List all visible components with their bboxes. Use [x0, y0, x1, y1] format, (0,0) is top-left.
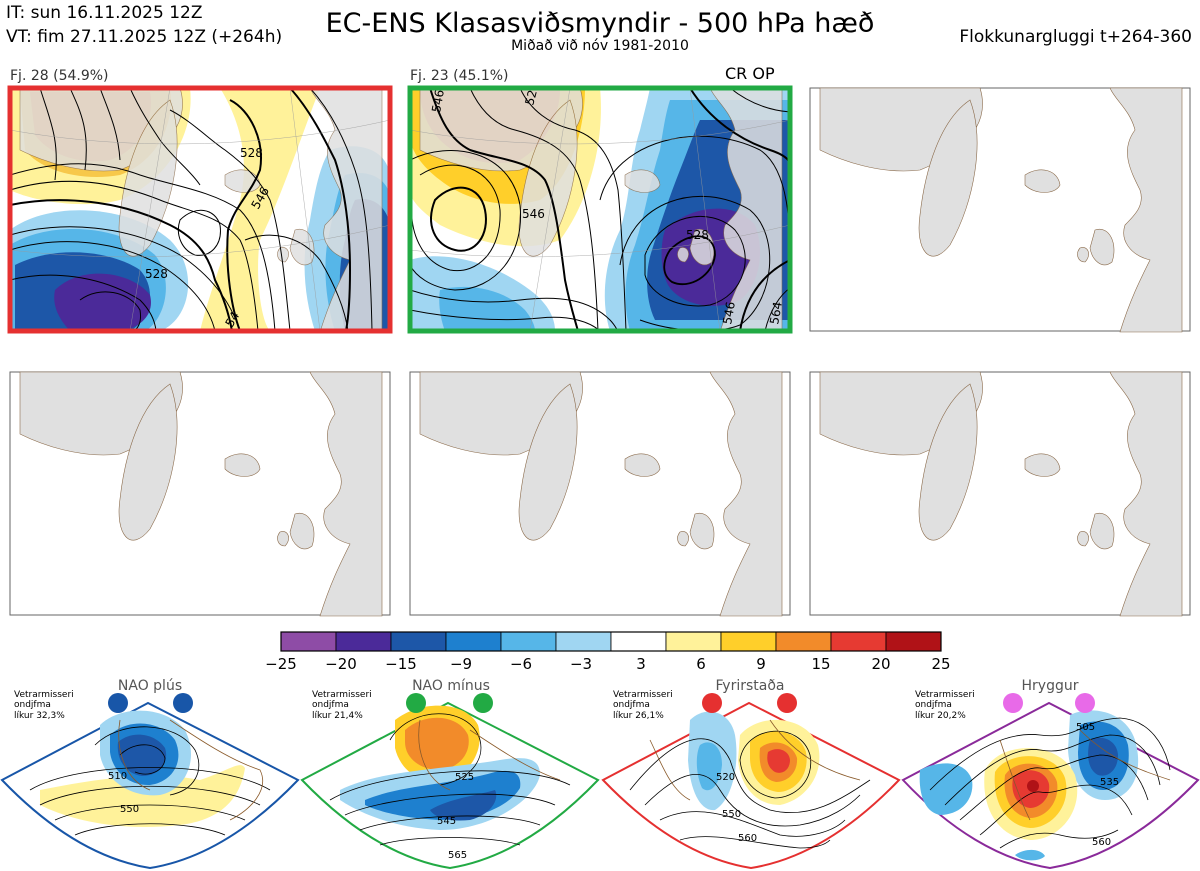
geopotential-contours — [10, 88, 373, 331]
contour-label: 510 — [108, 771, 127, 782]
regime-marker-dot — [173, 693, 193, 713]
regime-ridge: 505 535 560 Hryggur Vetrarmisseri ondjfm… — [901, 678, 1200, 870]
cluster-label: Fj. 23 (45.1%) — [410, 68, 509, 84]
contour-label: 525 — [455, 772, 474, 783]
regime-months: ondjfma — [915, 700, 952, 710]
regime-marker-dot — [1003, 693, 1023, 713]
contour-label: 546 — [429, 89, 447, 114]
contour-label: 54 — [222, 309, 242, 329]
page-title: EC-ENS Klasasviðsmyndir - 500 hPa hæð — [325, 8, 875, 39]
regime-months: ondjfma — [14, 700, 51, 710]
cluster-border — [7, 85, 393, 334]
cluster-border — [407, 85, 793, 334]
contour-label: 550 — [722, 809, 741, 820]
regime-months: ondjfma — [312, 700, 349, 710]
regime-season: Vetrarmisseri — [312, 690, 372, 700]
regime-marker-dot — [473, 693, 493, 713]
regime-nao-plus: 510 550 NAO plús Vetrarmisseri ondjfma l… — [0, 678, 300, 870]
contour-label: 520 — [716, 772, 735, 783]
valid-time: VT: fim 27.11.2025 12Z (+264h) — [6, 27, 283, 47]
regime-probability: líkur 26,1% — [613, 711, 664, 721]
regime-probability: líkur 21,4% — [312, 711, 363, 721]
regime-marker-dot — [702, 693, 722, 713]
regime-probability: líkur 20,2% — [915, 711, 966, 721]
contour-label: 535 — [1100, 777, 1119, 788]
issue-time: IT: sun 16.11.2025 12Z — [6, 3, 203, 23]
empty-panel — [9, 371, 391, 617]
regime-blocking: 520 550 560 Fyrirstaða Vetrarmisseri ond… — [601, 678, 901, 870]
regime-marker-dot — [406, 693, 426, 713]
regime-marker-dot — [1075, 693, 1095, 713]
cluster-panel-1: 528 546 528 54 Fj. 28 (54.9%) — [7, 68, 393, 334]
contour-label: 545 — [437, 816, 456, 827]
contour-label: 550 — [120, 804, 139, 815]
regime-nao-minus: 525 545 565 NAO mínus Vetrarmisseri ondj… — [300, 678, 600, 870]
empty-panel — [809, 371, 1191, 617]
cr-op-tag: CR OP — [725, 64, 775, 83]
page-subtitle: Miðað við nóv 1981-2010 — [511, 38, 689, 54]
regime-marker-dot — [777, 693, 797, 713]
regime-season: Vetrarmisseri — [915, 690, 975, 700]
contour-label: 505 — [1076, 722, 1095, 733]
contour-label: 528 — [686, 228, 709, 242]
contour-label: 560 — [738, 833, 757, 844]
contour-label: 528 — [145, 267, 168, 281]
empty-panel — [809, 87, 1191, 333]
contour-label: 564 — [767, 301, 785, 326]
contour-label: 528 — [240, 146, 263, 160]
regime-season: Vetrarmisseri — [14, 690, 74, 700]
regime-probability: líkur 32,3% — [14, 711, 65, 721]
cluster-panel-2: 546 528 546 528 546 564 Fj. 23 (45.1%) C… — [407, 64, 793, 334]
regime-name: NAO plús — [118, 678, 182, 694]
regime-name: Hryggur — [1022, 678, 1079, 694]
regime-name: NAO mínus — [412, 678, 490, 694]
regime-months: ondjfma — [613, 700, 650, 710]
contour-label: 565 — [448, 850, 467, 861]
cluster-label: Fj. 28 (54.9%) — [10, 68, 109, 84]
graticule — [410, 88, 790, 331]
empty-panel — [409, 371, 791, 617]
regime-season: Vetrarmisseri — [613, 690, 673, 700]
contour-label: 560 — [1092, 837, 1111, 848]
classification-window: Flokkunargluggi t+264-360 — [959, 27, 1192, 47]
regime-name: Fyrirstaða — [716, 678, 785, 694]
contour-label: 528 — [522, 81, 541, 107]
contour-label: 546 — [522, 207, 545, 221]
regime-marker-dot — [108, 693, 128, 713]
graticule — [10, 88, 390, 331]
contour-label: 546 — [720, 301, 738, 326]
